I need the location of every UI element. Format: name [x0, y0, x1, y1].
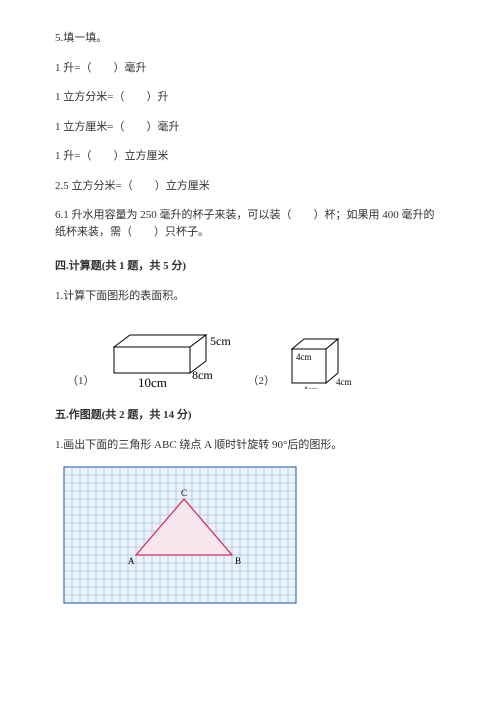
q5-line-5: 2.5 立方分米=（ ）立方厘米 — [55, 178, 445, 195]
section4-q1: 1.计算下面图形的表面积。 — [55, 288, 445, 305]
svg-text:A: A — [128, 556, 135, 566]
q5-line-2: 1 立方分米=（ ）升 — [55, 89, 445, 106]
q6-text: 6.1 升水用容量为 250 毫升的杯子来装，可以装（ ）杯；如果用 400 毫… — [55, 207, 445, 240]
section5-title: 五.作图题(共 2 题，共 14 分) — [55, 407, 445, 424]
grid-wrap: A B C — [63, 466, 445, 604]
cube-diagram: 4cm 4cm 4cm — [288, 327, 358, 389]
svg-text:10cm: 10cm — [138, 375, 167, 389]
svg-text:4cm: 4cm — [303, 385, 319, 389]
q5-title: 5.填一填。 — [55, 30, 445, 47]
svg-text:4cm: 4cm — [296, 352, 312, 362]
svg-text:4cm: 4cm — [336, 377, 352, 387]
svg-text:C: C — [181, 488, 187, 498]
svg-text:8cm: 8cm — [192, 368, 213, 382]
cuboid-diagram: 5cm 8cm 10cm — [108, 317, 238, 389]
svg-text:5cm: 5cm — [210, 334, 231, 348]
fig2-label: （2） — [248, 373, 276, 390]
svg-text:B: B — [235, 556, 241, 566]
grid-diagram: A B C — [63, 466, 297, 604]
figures-row: （1） 5cm 8cm 10cm （2） 4cm 4cm 4cm — [67, 317, 445, 389]
q5-line-4: 1 升=（ ）立方厘米 — [55, 148, 445, 165]
q5-line-3: 1 立方厘米=（ ）毫升 — [55, 119, 445, 136]
q5-line-1: 1 升=（ ）毫升 — [55, 60, 445, 77]
fig1-label: （1） — [67, 373, 95, 390]
section4-title: 四.计算题(共 1 题，共 5 分) — [55, 258, 445, 275]
section5-q1: 1.画出下面的三角形 ABC 绕点 A 顺时针旋转 90°后的图形。 — [55, 437, 445, 454]
